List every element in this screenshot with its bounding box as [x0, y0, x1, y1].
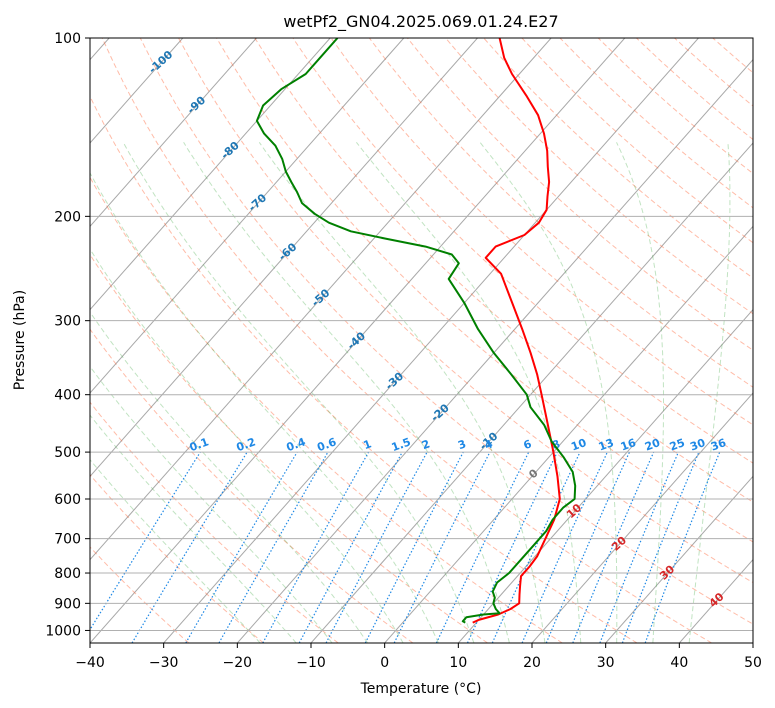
mixing-ratio-label: 25 — [668, 436, 687, 453]
mixing-ratio-label: 10 — [569, 436, 588, 454]
mixing-ratio-label: 0.1 — [188, 435, 211, 454]
mixing-ratio-label: 36 — [709, 436, 728, 454]
x-tick-label: 10 — [449, 655, 467, 671]
y-tick-label: 200 — [54, 209, 81, 225]
x-tick-label: 0 — [380, 655, 389, 671]
dry-adiabat-line — [101, 38, 712, 643]
mixing-ratio-line — [298, 451, 403, 643]
isotherm-line — [310, 142, 753, 643]
x-tick-label: −10 — [296, 655, 326, 671]
y-tick-label: 500 — [54, 445, 81, 461]
x-tick-label: −40 — [75, 655, 105, 671]
mixing-ratio-label: 1.5 — [390, 435, 413, 454]
isotherm-line — [531, 392, 753, 643]
dry-adiabat-line — [90, 176, 563, 643]
x-axis: −40 −30 −20 −10 0 10 20 30 40 50 — [75, 643, 762, 671]
x-tick-label: −30 — [149, 655, 179, 671]
isotherm-line — [605, 475, 753, 643]
mixing-ratio-label: 3 — [456, 437, 468, 452]
mixing-ratio-labels: 0.1 0.2 0.4 0.6 1 1.5 2 3 4 6 8 10 13 16 20 25 30 36 — [188, 435, 728, 454]
mixing-ratio-line — [364, 451, 464, 643]
profile-series — [255, 38, 577, 624]
dry-adiabat-line — [407, 38, 753, 351]
dry-adiabat-line — [90, 253, 488, 643]
dry-adiabat-line — [292, 38, 753, 464]
mixing-ratio-line — [572, 451, 655, 643]
dry-adiabat-line — [90, 328, 414, 643]
dry-adiabat-line — [90, 95, 638, 643]
dry-adiabat-line — [254, 38, 753, 503]
isotherm-line — [163, 38, 699, 643]
y-tick-label: 100 — [54, 31, 81, 47]
x-tick-label: 30 — [597, 655, 615, 671]
y-tick-label: 300 — [54, 314, 81, 330]
mixing-ratio-line — [262, 451, 370, 643]
y-tick-label: 600 — [54, 492, 81, 508]
mixing-ratio-label: 1 — [362, 437, 374, 452]
mixing-ratio-line — [521, 451, 608, 643]
y-axis-label: Pressure (hPa) — [12, 290, 28, 390]
mixing-ratio-line — [621, 451, 700, 643]
isotherm-line — [90, 38, 331, 311]
pressure-gridlines — [90, 38, 753, 631]
isotherm-line — [457, 308, 753, 643]
x-tick-label: 40 — [670, 655, 688, 671]
mixing-ratio-label: 4 — [483, 437, 495, 452]
isotherm-line — [90, 38, 405, 394]
isotherm-line — [236, 58, 753, 643]
mixing-ratio-line — [599, 451, 679, 643]
y-tick-label: 800 — [54, 566, 81, 582]
dry-adiabat-line — [178, 38, 753, 584]
y-tick-label: 1000 — [45, 623, 81, 639]
mixing-ratio-line — [90, 451, 201, 631]
mixing-ratio-line — [393, 451, 491, 643]
mixing-ratio-line — [325, 451, 428, 643]
mixing-ratio-label: 2 — [420, 437, 432, 452]
mixing-ratio-label: 0.4 — [285, 435, 308, 454]
dry-adiabat-line — [90, 401, 339, 643]
mixing-ratio-line — [644, 451, 721, 643]
chart-title: wetPf2_GN04.2025.069.01.24.E27 — [283, 12, 558, 32]
y-tick-label: 700 — [54, 532, 81, 548]
dry-adiabat-line — [216, 38, 753, 543]
mixing-ratio-label: 13 — [597, 436, 616, 453]
isotherm-line — [90, 38, 184, 144]
isotherm-line — [90, 38, 257, 228]
mixing-ratio-line — [131, 451, 248, 643]
dry-adiabat-line — [90, 473, 264, 643]
dewpoint-line — [255, 38, 577, 624]
mixing-ratio-label: 30 — [688, 436, 707, 454]
mixing-ratio-label: 8 — [550, 437, 562, 452]
mixing-ratio-label: 16 — [619, 436, 638, 454]
isotherm-line — [90, 38, 478, 478]
x-tick-label: 20 — [523, 655, 541, 671]
dry-adiabat-line — [139, 38, 753, 625]
y-tick-label: 900 — [54, 596, 81, 612]
x-tick-label: −20 — [223, 655, 253, 671]
temperature-line — [472, 38, 561, 624]
mixing-ratio-label: 0.2 — [235, 435, 258, 454]
y-tick-label: 400 — [54, 388, 81, 404]
isotherm-line — [90, 38, 626, 643]
plot-frame — [89, 37, 754, 644]
mixing-ratio-line — [545, 451, 631, 643]
x-tick-label: 50 — [744, 655, 762, 671]
isotherm-line — [90, 38, 552, 561]
x-axis-label: Temperature (°C) — [360, 681, 482, 697]
mixing-ratio-label: 6 — [522, 437, 534, 452]
dry-adiabat-line — [368, 38, 753, 388]
isotherm-line — [384, 225, 753, 643]
y-axis: 100 200 300 400 500 600 700 800 900 1000 — [45, 31, 90, 639]
mixing-ratio-label: 20 — [643, 436, 662, 454]
mixing-ratio-label: 0.6 — [315, 435, 338, 454]
